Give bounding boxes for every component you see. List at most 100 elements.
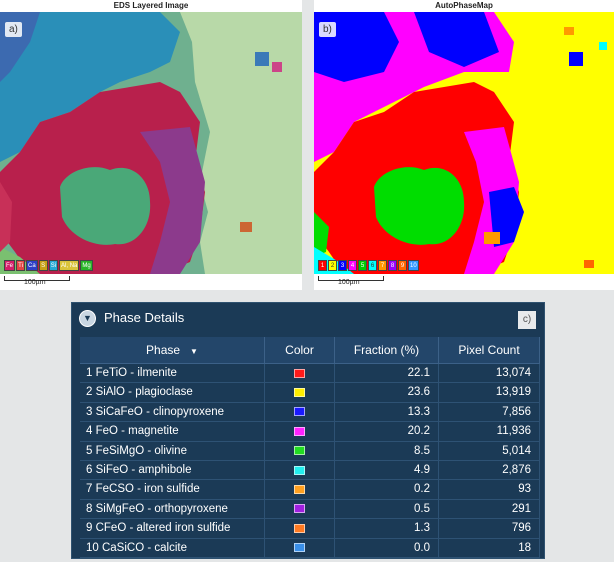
phase-fraction-cell: 8.5	[335, 441, 439, 460]
panel-b-label: b)	[319, 22, 336, 37]
panel-a-label: a)	[5, 22, 22, 37]
phase-fraction-cell: 4.9	[335, 460, 439, 480]
column-header-phase-label: Phase	[146, 343, 181, 357]
phase-fraction-cell: 0.2	[335, 480, 439, 499]
phase-table: Phase ▼ Color Fraction (%) Pixel Count 1 …	[80, 337, 540, 558]
legend-phase-9: 9	[398, 260, 407, 271]
phase-color-swatch[interactable]	[294, 543, 305, 553]
table-row[interactable]: 3 SiCaFeO - clinopyroxene 13.3 7,856	[80, 402, 540, 423]
collapse-icon[interactable]: ▼	[79, 310, 96, 327]
phase-name-cell: 1 FeTiO - ilmenite	[80, 364, 265, 383]
phase-name-cell: 3 SiCaFeO - clinopyroxene	[80, 402, 265, 422]
phase-color-swatch[interactable]	[294, 368, 305, 378]
phase-fraction-cell: 0.0	[335, 538, 439, 557]
phase-pixel-count-cell: 11,936	[439, 422, 540, 441]
autophasemap-title: AutoPhaseMap	[435, 1, 493, 10]
phase-pixel-count-cell: 2,876	[439, 460, 540, 480]
phase-pixel-count-cell: 796	[439, 519, 540, 538]
phase-color-swatch[interactable]	[294, 407, 305, 417]
phase-color-cell	[265, 441, 335, 460]
phase-name-cell: 10 CaSiCO - calcite	[80, 538, 265, 557]
column-header-color[interactable]: Color	[265, 337, 335, 363]
column-header-fraction[interactable]: Fraction (%)	[335, 337, 439, 363]
legend-phase-5: 5	[358, 260, 367, 271]
table-row[interactable]: 2 SiAlO - plagioclase 23.6 13,919	[80, 383, 540, 403]
legend-phase-6: 6	[368, 260, 377, 271]
legend-element-mg: Mg	[80, 260, 93, 271]
table-row[interactable]: 6 SiFeO - amphibole 4.9 2,876	[80, 460, 540, 481]
phase-details-header: ▼ Phase Details c)	[72, 303, 544, 335]
legend-element-fe: Fe	[4, 260, 16, 271]
legend-element-ti: Ti	[16, 260, 26, 271]
phase-fraction-cell: 20.2	[335, 422, 439, 441]
phase-details-title: Phase Details	[104, 310, 185, 325]
table-row[interactable]: 4 FeO - magnetite 20.2 11,936	[80, 422, 540, 442]
phase-pixel-count-cell: 93	[439, 480, 540, 499]
phase-color-swatch[interactable]	[294, 523, 305, 533]
phase-fraction-cell: 1.3	[335, 519, 439, 538]
phase-fraction-cell: 13.3	[335, 402, 439, 422]
phase-pixel-count-cell: 7,856	[439, 402, 540, 422]
phase-color-cell	[265, 383, 335, 402]
legend-phase-7: 7	[378, 260, 387, 271]
phase-color-cell	[265, 402, 335, 422]
phase-number-legend: 1 2 3 4 5 6 7 8 9 10	[318, 260, 419, 271]
eds-layered-image-title: EDS Layered Image	[113, 1, 189, 10]
legend-phase-1: 1	[318, 260, 327, 271]
phase-color-cell	[265, 480, 335, 499]
phase-pixel-count-cell: 5,014	[439, 441, 540, 460]
phase-pixel-count-cell: 13,919	[439, 383, 540, 402]
phase-color-swatch[interactable]	[294, 388, 305, 398]
phase-pixel-count-cell: 18	[439, 538, 540, 557]
legend-phase-10: 10	[408, 260, 419, 271]
table-row[interactable]: 1 FeTiO - ilmenite 22.1 13,074	[80, 364, 540, 384]
legend-element-ca: Ca	[26, 260, 38, 271]
phase-color-cell	[265, 364, 335, 383]
phase-name-cell: 4 FeO - magnetite	[80, 422, 265, 441]
legend-element-si: Si	[48, 260, 59, 271]
phase-color-swatch[interactable]	[294, 426, 305, 436]
scale-bar-a	[4, 276, 70, 281]
table-row[interactable]: 7 FeCSO - iron sulfide 0.2 93	[80, 480, 540, 500]
phase-fraction-cell: 23.6	[335, 383, 439, 402]
legend-element-al-na: Al, Na	[59, 260, 80, 271]
phase-table-body: 1 FeTiO - ilmenite 22.1 13,074 2 SiAlO - pl…	[80, 364, 540, 558]
legend-element-s: S	[38, 260, 48, 271]
scale-bar-b	[318, 276, 384, 281]
eds-element-legend: Fe Ti Ca S Si Al, Na Mg	[4, 260, 93, 271]
phase-color-cell	[265, 460, 335, 480]
table-row[interactable]: 10 CaSiCO - calcite 0.0 18	[80, 538, 540, 558]
phase-color-cell	[265, 422, 335, 441]
table-row[interactable]: 9 CFeO - altered iron sulfide 1.3 796	[80, 519, 540, 539]
phase-name-cell: 7 FeCSO - iron sulfide	[80, 480, 265, 499]
eds-layered-image-panel: EDS Layered Image a) Fe Ti Ca S Si Al, N…	[0, 0, 302, 290]
phase-pixel-count-cell: 291	[439, 499, 540, 519]
legend-phase-8: 8	[388, 260, 397, 271]
column-header-phase[interactable]: Phase ▼	[80, 337, 265, 363]
phase-color-swatch[interactable]	[294, 485, 305, 495]
phase-name-cell: 5 FeSiMgO - olivine	[80, 441, 265, 460]
panel-c-label: c)	[518, 311, 536, 329]
phase-color-swatch[interactable]	[294, 446, 305, 456]
legend-phase-4: 4	[348, 260, 357, 271]
column-header-pixel-count[interactable]: Pixel Count	[439, 337, 540, 363]
phase-name-cell: 6 SiFeO - amphibole	[80, 460, 265, 480]
phase-fraction-cell: 22.1	[335, 364, 439, 383]
phase-name-cell: 2 SiAlO - plagioclase	[80, 383, 265, 402]
autophasemap-map	[314, 12, 614, 274]
phase-color-swatch[interactable]	[294, 504, 305, 514]
phase-color-swatch[interactable]	[294, 465, 305, 475]
phase-name-cell: 8 SiMgFeO - orthopyroxene	[80, 499, 265, 519]
table-row[interactable]: 8 SiMgFeO - orthopyroxene 0.5 291	[80, 499, 540, 520]
phase-details-panel: ▼ Phase Details c) Phase ▼ Color Fraction…	[71, 302, 545, 559]
scale-text-b: 100µm	[338, 279, 360, 286]
sort-down-icon[interactable]: ▼	[190, 347, 198, 356]
legend-phase-2: 2	[328, 260, 337, 271]
legend-phase-3: 3	[338, 260, 347, 271]
eds-layered-image-map	[0, 12, 302, 274]
phase-name-cell: 9 CFeO - altered iron sulfide	[80, 519, 265, 538]
autophasemap-panel: AutoPhaseMap b) 1 2 3 4 5 6 7 8 9 10 100…	[314, 0, 614, 290]
phase-color-cell	[265, 519, 335, 538]
table-row[interactable]: 5 FeSiMgO - olivine 8.5 5,014	[80, 441, 540, 461]
scale-text-a: 100µm	[24, 279, 46, 286]
